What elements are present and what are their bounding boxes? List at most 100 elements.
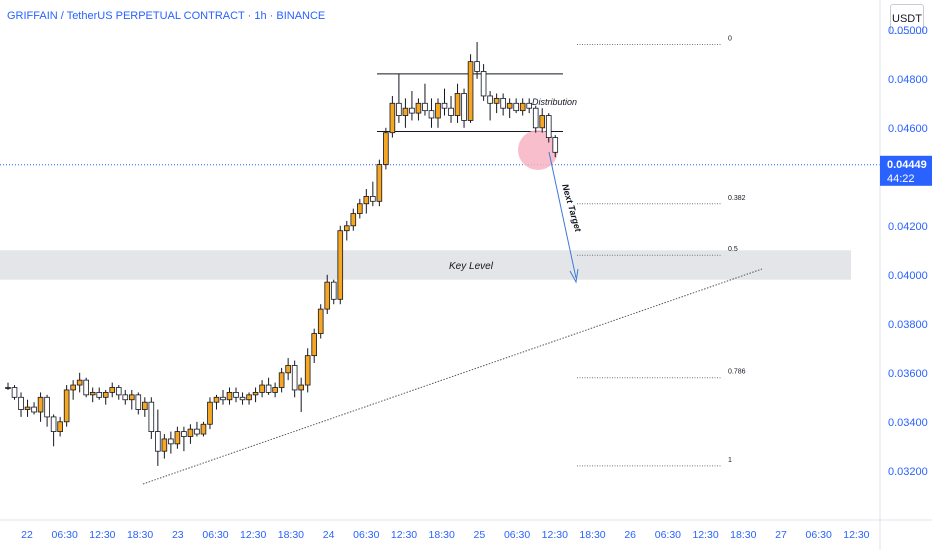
candle-body: [187, 428, 194, 437]
candle-body: [343, 225, 350, 232]
distribution-label: Distribution: [532, 97, 577, 107]
fib-label-4: 1: [728, 457, 732, 464]
time-tick-label: 18:30: [429, 529, 455, 541]
candle-body: [526, 102, 532, 109]
time-tick-label: 06:30: [202, 529, 228, 541]
candle-body: [142, 401, 148, 410]
candle-body: [330, 281, 337, 300]
breakdown-highlight: [518, 130, 558, 170]
price-tick-label: 0.03600: [888, 368, 928, 380]
candle-body: [24, 406, 31, 410]
candle-body: [428, 110, 435, 119]
candle-body: [272, 387, 278, 393]
currency-selector-button[interactable]: USDT: [890, 4, 924, 34]
target-arrow: [548, 151, 577, 279]
next-target-label: Next Target: [560, 183, 583, 234]
price-tick-label: 0.05000: [888, 25, 928, 37]
chart-title: GRIFFAIN / TetherUS PERPETUAL CONTRACT ·…: [7, 10, 326, 22]
candle-body: [298, 384, 304, 391]
candle-body: [409, 107, 415, 114]
key-level-band: [0, 250, 851, 280]
candle-body: [363, 195, 370, 205]
time-tick-label: 18:30: [127, 529, 153, 541]
key-level-label: Key Level: [449, 261, 494, 272]
candle-body: [311, 333, 318, 357]
candle-body: [11, 387, 18, 398]
price-tick-label: 0.04200: [888, 221, 928, 233]
candle-body: [259, 384, 265, 393]
candle-body: [304, 355, 311, 386]
candle-body: [31, 406, 37, 413]
time-tick-label: 27: [775, 529, 787, 541]
candle-body: [337, 230, 344, 300]
candle-body: [467, 61, 474, 121]
time-tick-label: 25: [474, 529, 486, 541]
candle-body: [539, 115, 546, 129]
candle-body: [493, 98, 500, 104]
price-tick-label: 0.03800: [888, 319, 928, 331]
candle-body: [122, 394, 129, 401]
candle-body: [317, 308, 324, 335]
candle-body: [350, 213, 357, 227]
candle-body: [174, 431, 181, 445]
candle-body: [552, 137, 559, 153]
candle-body: [396, 102, 402, 116]
candle-body: [226, 391, 233, 401]
candle-body: [102, 391, 109, 398]
target-arrowhead: [569, 268, 579, 284]
time-tick-label: 22: [21, 529, 33, 541]
fib-label-1: 0.382: [728, 195, 746, 202]
candle-body: [513, 102, 519, 112]
candle-body: [181, 431, 187, 437]
price-tick-label: 0.03200: [888, 466, 928, 478]
candle-body: [76, 379, 83, 386]
last-price-value: 0.04449: [887, 159, 927, 171]
candle-body: [252, 391, 259, 396]
candle-body: [487, 95, 493, 104]
last-price-badge: [880, 155, 932, 186]
candle-body: [57, 421, 63, 432]
candle-body: [239, 396, 246, 401]
time-tick-label: 06:30: [806, 529, 832, 541]
candle-body: [37, 396, 44, 413]
time-tick-label: 06:30: [655, 529, 681, 541]
candle-body: [500, 98, 506, 109]
time-tick-label: 12:30: [240, 529, 266, 541]
fib-label-3: 0.786: [728, 369, 746, 376]
candle-body: [545, 115, 552, 139]
candle-body: [422, 102, 428, 112]
candle-body: [246, 394, 252, 401]
candle-body: [383, 132, 389, 165]
candle-body: [109, 387, 116, 393]
candle-body: [389, 102, 396, 134]
candle-body: [148, 401, 155, 433]
time-tick-label: 18:30: [579, 529, 605, 541]
candle-body: [128, 394, 135, 401]
candle-body: [480, 71, 487, 97]
time-tick-label: 18:30: [278, 529, 304, 541]
candle-body: [278, 372, 285, 388]
candle-body: [70, 384, 76, 391]
candle-body: [506, 102, 513, 109]
candle-body: [435, 102, 441, 119]
candle-body: [233, 391, 239, 398]
candle-body: [474, 61, 480, 72]
candle-body: [402, 107, 409, 116]
time-tick-label: 18:30: [730, 529, 756, 541]
time-tick-label: 06:30: [353, 529, 379, 541]
time-tick-label: 12:30: [391, 529, 417, 541]
candle-body: [265, 384, 272, 393]
time-tick-label: 12:30: [542, 529, 568, 541]
candle-body: [357, 203, 363, 214]
candle-body: [18, 396, 24, 410]
candle-body: [291, 365, 298, 391]
candle-body: [194, 428, 200, 435]
candle-body: [376, 164, 383, 202]
candle-body: [441, 102, 448, 109]
time-tick-label: 24: [323, 529, 335, 541]
candle-body: [168, 438, 174, 445]
price-tick-label: 0.04000: [888, 270, 928, 282]
fib-label-2: 0.5: [728, 246, 738, 253]
price-tick-label: 0.04600: [888, 123, 928, 135]
